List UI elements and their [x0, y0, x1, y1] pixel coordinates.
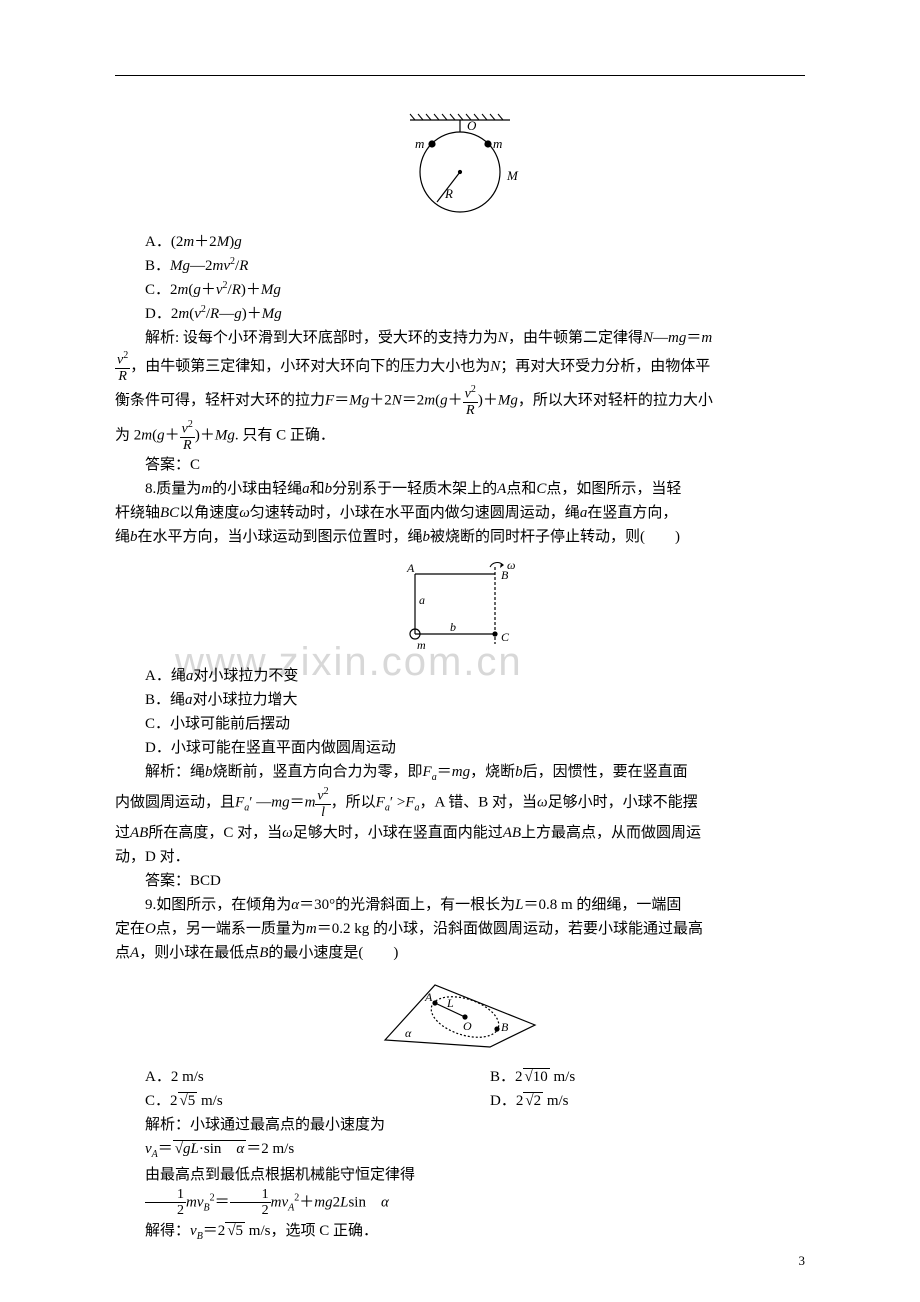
q8-stem-2: 杆绕轴BC以角速度ω匀速转动时，小球在水平面内做匀速圆周运动，绳a在竖直方向， [115, 501, 805, 525]
q8-stem-3: 绳b在水平方向，当小球运动到图示位置时，绳b被烧断的同时杆子停止转动，则( ) [115, 525, 805, 549]
svg-text:C: C [501, 630, 510, 644]
q9-analysis-1: 解析：小球通过最高点的最小速度为 [115, 1113, 805, 1137]
q7-analysis-2: v2R，由牛顿第三定律知，小环对大环向下的压力大小也为N；再对大环受力分析，由物… [115, 350, 805, 384]
q8-analysis-1: 解析：绳b烧断前，竖直方向合力为零，即Fa＝mg，烧断b后，因惯性，要在竖直面 [115, 760, 805, 786]
q9-analysis-5: 解得：vB＝2√5 m/s，选项 C 正确． [115, 1219, 805, 1245]
label-M: M [506, 168, 519, 183]
svg-text:b: b [450, 620, 456, 634]
q9-analysis-4: 12mvB2＝12mvA2＋mg2Lsin α [115, 1187, 805, 1219]
q9-optA: A．2 m/s [115, 1065, 460, 1089]
q7-optD: D．2m(v2/R—g)＋Mg [115, 302, 805, 326]
q8-answer: 答案：BCD [115, 869, 805, 893]
q8-optA: A．绳a对小球拉力不变 [115, 664, 805, 688]
q9-options-row1: A．2 m/s B．2√10 m/s [115, 1065, 805, 1089]
q7-answer: 答案：C [115, 453, 805, 477]
q8-analysis-3: 过AB所在高度，C 对，当ω足够大时，小球在竖直面内能过AB上方最高点，从而做圆… [115, 821, 805, 845]
q8-analysis-2: 内做圆周运动，且Fa′ —mg＝mv2l，所以Fa′ >Fa，A 错、B 对，当… [115, 786, 805, 820]
diagram-q7: O m m M R [385, 110, 535, 220]
page-top-line [115, 75, 805, 76]
q7-optB: B．Mg—2mv2/R [115, 254, 805, 278]
svg-text:α: α [405, 1026, 412, 1040]
svg-text:a: a [419, 593, 425, 607]
q9-stem-2: 定在O点，另一端系一质量为m＝0.2 kg 的小球，沿斜面做圆周运动，若要小球能… [115, 917, 805, 941]
q7-optC: C．2m(g＋v2/R)＋Mg [115, 278, 805, 302]
q7-analysis-1: 解析: 设每个小环滑到大环底部时，受大环的支持力为N，由牛顿第二定律得N—mg＝… [115, 326, 805, 350]
q9-optC: C．2√5 m/s [115, 1089, 460, 1113]
svg-text:A: A [424, 990, 433, 1004]
label-m1: m [415, 136, 424, 151]
q7-optA: A．(2m＋2M)g [115, 230, 805, 254]
label-O: O [467, 118, 477, 133]
label-R: R [444, 186, 453, 201]
svg-text:O: O [463, 1019, 472, 1033]
diagram-q9: A L O B α [375, 975, 545, 1055]
svg-text:A: A [406, 561, 415, 575]
q7-analysis-4: 为 2m(g＋v2R)＋Mg. 只有 C 正确． [115, 419, 805, 453]
diagram-q8: A B C a b m ω [395, 559, 525, 654]
q9-optD: D．2√2 m/s [460, 1089, 805, 1113]
q9-stem-3: 点A，则小球在最低点B的最小速度是( ) [115, 941, 805, 965]
label-m2: m [493, 136, 502, 151]
q9-stem-1: 9.如图所示，在倾角为α＝30°的光滑斜面上，有一根长为L＝0.8 m 的细绳，… [115, 893, 805, 917]
page-number: 3 [799, 1251, 806, 1272]
q8-analysis-4: 动，D 对． [115, 845, 805, 869]
q8-optC: C．小球可能前后摆动 [115, 712, 805, 736]
svg-text:B: B [501, 1020, 509, 1034]
svg-text:m: m [417, 638, 426, 652]
q9-optB: B．2√10 m/s [460, 1065, 805, 1089]
q7-analysis-3: 衡条件可得，轻杆对大环的拉力F＝Mg＋2N＝2m(g＋v2R)＋Mg，所以大环对… [115, 384, 805, 418]
svg-text:L: L [446, 996, 454, 1010]
q9-analysis-2: vA＝√gL·sin α＝2 m/s [115, 1137, 805, 1163]
svg-text:ω: ω [507, 559, 515, 572]
page-content: O m m M R A．(2m＋2M)g B．Mg—2mv2/R C．2m(g＋… [115, 110, 805, 1245]
q8-stem-1: 8.质量为m的小球由轻绳a和b分别系于一轻质木架上的A点和C点，如图所示，当轻 [115, 477, 805, 501]
q8-optB: B．绳a对小球拉力增大 [115, 688, 805, 712]
q9-options-row2: C．2√5 m/s D．2√2 m/s [115, 1089, 805, 1113]
q9-analysis-3: 由最高点到最低点根据机械能守恒定律得 [115, 1163, 805, 1187]
q8-optD: D．小球可能在竖直平面内做圆周运动 [115, 736, 805, 760]
